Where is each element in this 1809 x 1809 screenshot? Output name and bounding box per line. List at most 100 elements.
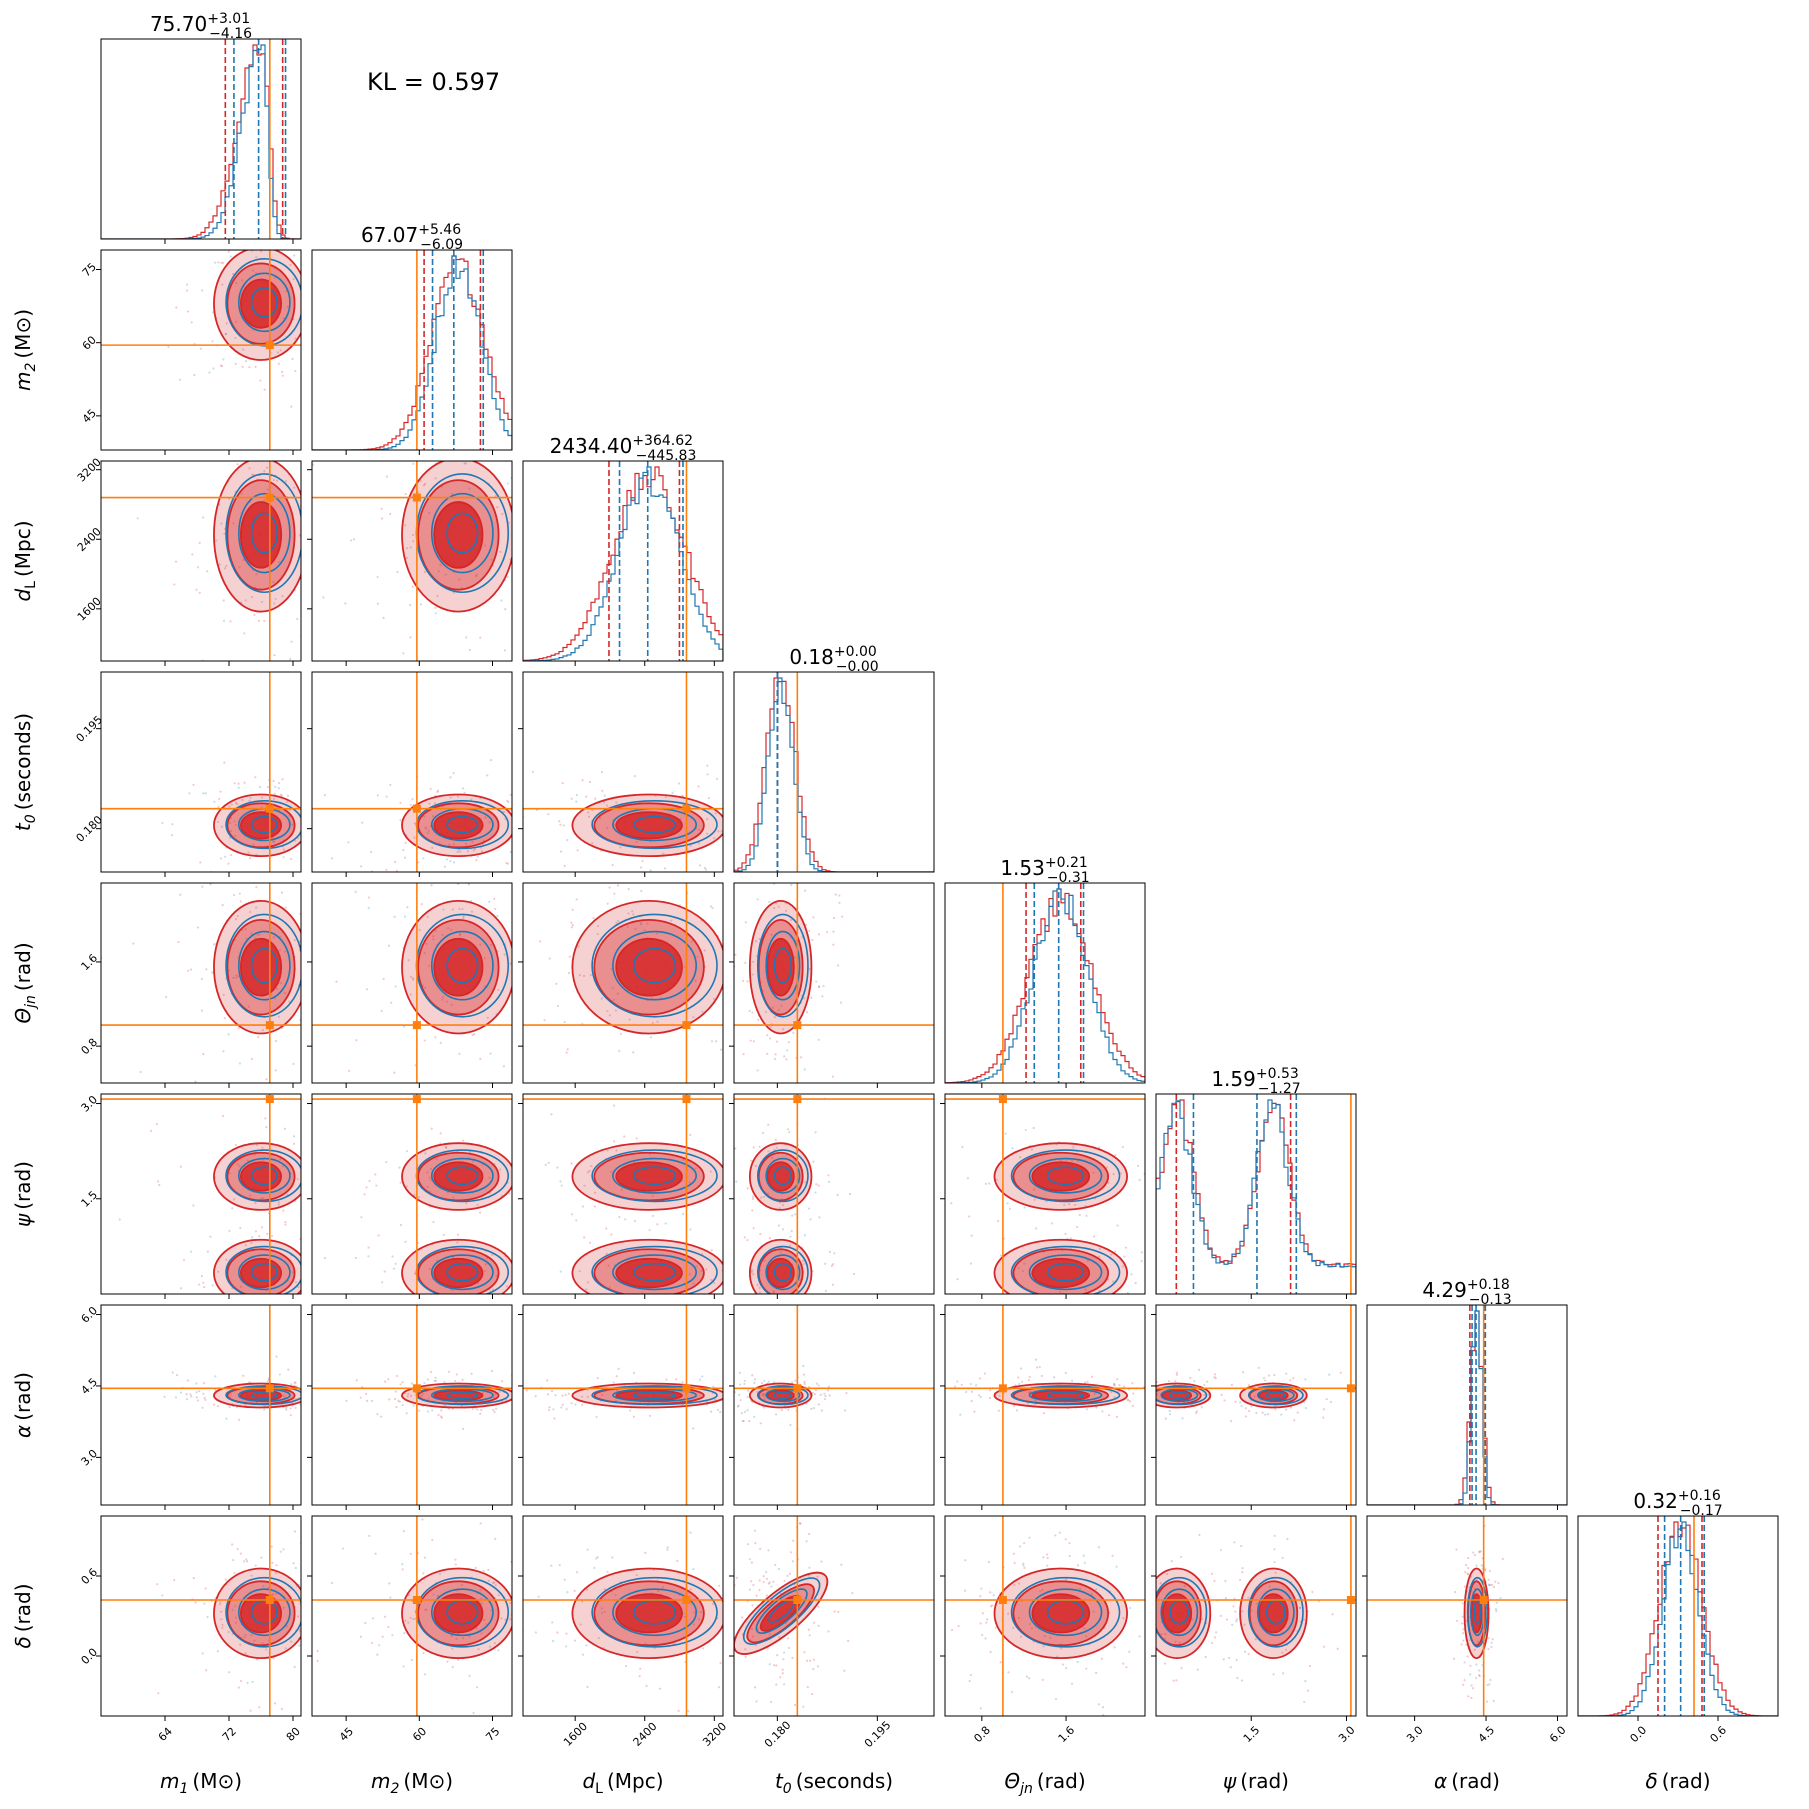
panel-frame xyxy=(733,1515,935,1717)
contour-blue-level-2 xyxy=(773,1262,793,1282)
panel-frame xyxy=(944,882,1146,1084)
panel-m2-alpha xyxy=(307,1304,513,1510)
hist-red-delta xyxy=(1578,1521,1778,1716)
y-axis-label-m2: m2 (M⊙) xyxy=(11,309,39,391)
contour-blue-level-1 xyxy=(612,1588,698,1637)
truth-marker xyxy=(998,1596,1007,1604)
contour-red-level-2 xyxy=(239,278,283,329)
contour-blue-level-1 xyxy=(430,492,494,574)
panel-frame xyxy=(311,1304,513,1506)
panel-frame xyxy=(522,1515,724,1717)
hist-blue-psi xyxy=(1156,1099,1356,1294)
y-tick-label-theta: 1.6 xyxy=(79,952,101,974)
contour-blue-level-1 xyxy=(430,1254,494,1291)
x-tick-label-dL: 2400 xyxy=(631,1720,660,1749)
panel-frame xyxy=(1366,1304,1568,1506)
contour-blue-level-1 xyxy=(765,1254,801,1291)
scatter-t0-psi xyxy=(734,1097,856,1294)
x-tick-label-alpha: 4.5 xyxy=(1476,1724,1498,1746)
y-tick-label-m2: 45 xyxy=(80,407,99,426)
x-tick-label-m2: 60 xyxy=(410,1725,429,1744)
contour-blue-level-0 xyxy=(756,1149,809,1203)
contour-blue-level-2 xyxy=(632,947,677,984)
contour-blue-level-0 xyxy=(1156,1385,1208,1406)
contour-blue-level-0 xyxy=(1247,1385,1304,1406)
contour-blue-level-1 xyxy=(238,492,291,574)
contour-blue-level-1 xyxy=(238,1588,291,1637)
hist-blue-dL xyxy=(523,466,723,661)
contour-blue-level-0 xyxy=(1247,1576,1304,1648)
y-axis-label-dL: dL (Mpc) xyxy=(11,520,39,601)
panel-frame xyxy=(944,1093,1146,1295)
y-tick-label-alpha: 3.0 xyxy=(79,1447,101,1469)
panel-frame xyxy=(1155,1304,1357,1506)
title-m2: 67.07+5.46 −6.09 xyxy=(361,222,463,253)
x-axis-label-t0: t0 (seconds) xyxy=(775,1769,893,1797)
contour-blue-level-2 xyxy=(1265,1391,1286,1400)
contour-blue-level-0 xyxy=(743,1577,821,1645)
x-tick-label-m1: 64 xyxy=(156,1725,175,1744)
panel-m2-psi xyxy=(307,1093,513,1299)
panel-frame xyxy=(944,1515,1146,1717)
panel-dL-dL xyxy=(522,460,724,666)
contour-blue-level-1 xyxy=(1028,1254,1103,1291)
truth-marker xyxy=(412,1384,421,1393)
panel-frame xyxy=(100,249,302,451)
truth-marker xyxy=(265,1021,274,1030)
contour-blue-level-0 xyxy=(225,1385,301,1406)
contour-blue-level-2 xyxy=(446,1391,479,1400)
y-tick-label-delta: 0.0 xyxy=(79,1646,101,1668)
panel-frame xyxy=(1577,1515,1779,1717)
truth-marker xyxy=(682,1095,691,1104)
truth-marker xyxy=(412,1596,421,1604)
contour-red-level-2 xyxy=(433,1161,484,1192)
contour-blue-level-2 xyxy=(446,1166,479,1186)
panel-frame xyxy=(1155,1515,1357,1717)
contour-blue-level-0 xyxy=(225,913,301,1018)
y-tick-label-alpha: 4.5 xyxy=(79,1376,101,1398)
title-t0: 0.18+0.00 −0.00 xyxy=(789,644,878,675)
y-tick-label-theta: 0.8 xyxy=(79,1036,101,1058)
panel-m1-alpha xyxy=(96,1304,302,1510)
panel-frame xyxy=(311,1093,513,1295)
contour-red-level-2 xyxy=(1031,1161,1091,1192)
panel-t0-alpha xyxy=(729,1304,935,1510)
panel-t0-delta xyxy=(729,1515,935,1721)
contour-red-level-2 xyxy=(433,811,484,840)
truth-marker xyxy=(1346,1596,1355,1604)
panel-m2-m2 xyxy=(311,249,513,455)
panel-theta-delta xyxy=(940,1515,1146,1721)
hist-red-m1 xyxy=(101,44,301,239)
scatter-dL-psi xyxy=(544,1104,723,1294)
title-alpha: 4.29+0.18 −0.13 xyxy=(1422,1277,1511,1308)
panel-theta-theta xyxy=(944,882,1146,1088)
contour-red-level-2 xyxy=(615,1161,683,1192)
truth-marker xyxy=(793,1384,802,1393)
contour-blue-level-0 xyxy=(591,1245,718,1294)
contour-red-level-2 xyxy=(766,937,795,997)
x-tick-label-m1: 80 xyxy=(284,1725,303,1744)
contour-blue-level-1 xyxy=(755,1588,808,1634)
contour-blue-level-2 xyxy=(773,1166,793,1186)
contour-blue-level-2 xyxy=(632,1391,677,1400)
panel-m2-theta xyxy=(307,882,513,1088)
panel-frame xyxy=(100,1304,302,1506)
contour-blue-level-1 xyxy=(238,930,291,1001)
x-tick-label-alpha: 3.0 xyxy=(1404,1724,1426,1746)
panel-theta-psi xyxy=(940,1093,1146,1299)
panel-t0-t0 xyxy=(733,671,935,877)
truth-marker xyxy=(682,1384,691,1393)
panel-frame xyxy=(100,1093,302,1295)
contour-blue-level-2 xyxy=(446,815,479,834)
truth-marker xyxy=(265,1095,274,1104)
panel-m2-delta xyxy=(307,1515,513,1721)
hist-red-theta xyxy=(945,888,1145,1083)
panel-dL-t0 xyxy=(518,671,724,877)
contour-blue-level-0 xyxy=(1156,1576,1208,1648)
contour-blue-level-1 xyxy=(238,1157,291,1194)
contour-red-level-2 xyxy=(615,811,683,840)
truth-marker xyxy=(682,1021,691,1030)
contour-blue-level-1 xyxy=(238,272,291,333)
panel-frame xyxy=(100,1515,302,1717)
contour-red-level-2 xyxy=(433,1257,484,1289)
